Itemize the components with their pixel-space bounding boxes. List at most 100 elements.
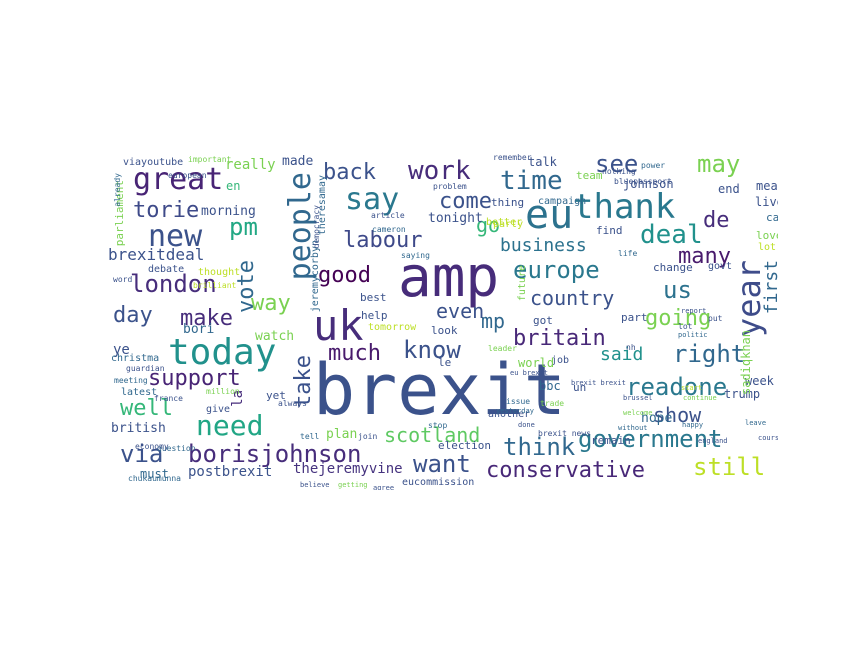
word-cloud-word: britain bbox=[513, 326, 606, 351]
word-cloud-word: want bbox=[413, 450, 471, 478]
word-cloud-word: le bbox=[438, 356, 452, 369]
word-cloud-word: problem bbox=[433, 182, 467, 191]
word-cloud-word: live bbox=[755, 195, 778, 209]
word-cloud-word: without bbox=[618, 424, 648, 432]
word-cloud-word: end bbox=[718, 182, 740, 196]
word-cloud-word: believe bbox=[300, 481, 330, 489]
word-cloud-word: campaign bbox=[538, 196, 587, 207]
word-cloud-word: show bbox=[653, 403, 702, 427]
word-cloud-word: today bbox=[168, 332, 277, 373]
word-cloud-word: look bbox=[431, 324, 458, 337]
word-cloud-word: bbc bbox=[539, 379, 561, 393]
word-cloud-word: ye bbox=[113, 342, 130, 358]
word-cloud-word: lot bbox=[678, 322, 693, 331]
word-cloud-word: tomorrow bbox=[368, 322, 417, 333]
word-cloud-word: debate bbox=[148, 264, 185, 275]
word-cloud-word: another bbox=[488, 409, 531, 420]
word-cloud-word: torie bbox=[133, 198, 200, 223]
word-cloud-word: day bbox=[113, 303, 153, 328]
word-cloud-word: deal bbox=[640, 220, 703, 250]
word-cloud-word: done bbox=[518, 421, 535, 429]
word-cloud-word: article bbox=[371, 211, 405, 220]
word-cloud-word: said bbox=[600, 344, 644, 365]
word-cloud-word: know bbox=[403, 336, 461, 364]
word-cloud-word: leave bbox=[745, 419, 767, 427]
word-cloud-word: saying bbox=[401, 251, 430, 260]
word-cloud-word: call bbox=[766, 211, 778, 224]
word-cloud-word: change bbox=[653, 261, 693, 274]
word-cloud-word: via bbox=[120, 440, 164, 468]
word-cloud-word: still bbox=[693, 453, 766, 481]
word-cloud-word: start bbox=[681, 384, 703, 392]
word-cloud-word: stop bbox=[428, 421, 448, 430]
word-cloud-word: christma bbox=[111, 353, 160, 364]
word-cloud-word: way bbox=[251, 291, 291, 316]
word-cloud-word: sadiqkhan bbox=[739, 330, 753, 396]
word-cloud-word: make bbox=[180, 306, 233, 331]
word-cloud-word: uk bbox=[313, 301, 364, 350]
word-cloud-word: work bbox=[408, 156, 471, 186]
word-cloud-word: time bbox=[500, 166, 563, 196]
word-cloud-word: eu bbox=[525, 192, 574, 238]
word-cloud-word: nh bbox=[626, 343, 636, 352]
word-cloud-word: economy bbox=[135, 442, 169, 451]
word-cloud-word: talk bbox=[528, 155, 557, 169]
word-cloud-word: nothing bbox=[602, 167, 636, 176]
word-cloud-word: mp bbox=[481, 309, 506, 333]
word-cloud-word: un bbox=[573, 381, 587, 394]
word-cloud-word: england bbox=[698, 437, 728, 445]
word-cloud-word: happy bbox=[682, 421, 704, 429]
word-cloud-word: love bbox=[756, 229, 778, 242]
word-cloud-word: must bbox=[140, 467, 169, 481]
word-cloud-word: hope bbox=[641, 411, 673, 426]
word-cloud-word: cameron bbox=[372, 225, 406, 234]
word-cloud-word: join bbox=[358, 432, 378, 441]
word-cloud-word: country bbox=[530, 286, 615, 310]
word-cloud-word: party bbox=[493, 219, 524, 230]
word-cloud-word: brexit news bbox=[538, 429, 591, 438]
word-cloud-word: france bbox=[154, 394, 183, 403]
word-cloud: brexit amp uk eu today thank new say people year g… bbox=[108, 150, 778, 490]
word-cloud-word: part bbox=[621, 311, 648, 324]
word-cloud-word: word bbox=[113, 275, 133, 284]
word-cloud-word: mean bbox=[756, 179, 778, 193]
word-cloud-word: plan bbox=[326, 427, 358, 442]
word-cloud-word: thejeremyvine bbox=[293, 461, 403, 477]
word-cloud-word: de bbox=[703, 208, 730, 233]
word-cloud-word: agree bbox=[373, 484, 395, 491]
word-cloud-word: government bbox=[578, 425, 723, 453]
word-cloud-word: many bbox=[678, 244, 731, 269]
word-cloud-word: got bbox=[533, 314, 553, 327]
word-cloud-word: yesterday bbox=[496, 407, 534, 415]
word-cloud-word: trade bbox=[540, 399, 565, 408]
word-cloud-word: meeting bbox=[114, 376, 148, 385]
word-cloud-word: find bbox=[596, 224, 623, 237]
word-cloud-word: already bbox=[113, 173, 122, 207]
word-cloud-word: come bbox=[439, 189, 492, 214]
word-cloud-word: govt bbox=[708, 261, 733, 272]
word-cloud-word: week bbox=[745, 374, 774, 388]
word-cloud-word: latest bbox=[121, 387, 158, 398]
word-cloud-word: getting bbox=[338, 481, 368, 489]
word-cloud-word: good bbox=[318, 263, 371, 288]
word-cloud-word: remember bbox=[493, 153, 532, 162]
word-cloud-word: much bbox=[328, 341, 381, 366]
word-cloud-word: borisjohnson bbox=[188, 440, 362, 468]
word-cloud-word: course bbox=[758, 434, 778, 442]
word-cloud-word: scotland bbox=[384, 423, 481, 447]
word-cloud-word: thought bbox=[198, 267, 241, 278]
word-cloud-word: european bbox=[168, 171, 207, 180]
word-cloud-word: europe bbox=[513, 256, 600, 284]
word-cloud-word: amp bbox=[398, 245, 500, 310]
word-cloud-word: labour bbox=[343, 228, 423, 253]
word-cloud-word: viayoutube bbox=[123, 157, 184, 168]
word-cloud-word: going bbox=[645, 306, 712, 331]
word-cloud-word: eu brexit bbox=[510, 369, 548, 377]
word-cloud-word: great bbox=[133, 162, 224, 197]
word-cloud-word: tonight bbox=[428, 211, 483, 226]
word-cloud-word: brilliant bbox=[193, 281, 237, 290]
word-cloud-word: leader bbox=[488, 344, 517, 353]
word-cloud-word: brexitdeal bbox=[108, 245, 205, 264]
word-cloud-word: need bbox=[196, 409, 264, 442]
word-cloud-word: brexit bbox=[313, 349, 566, 431]
